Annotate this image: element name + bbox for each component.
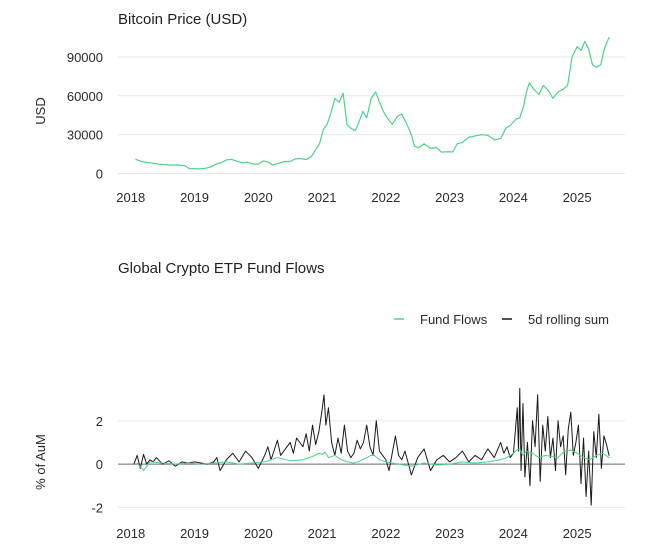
flow-series-group	[133, 387, 610, 506]
price-x-tick-label: 2018	[116, 190, 145, 205]
flow-x-tick-label: 2024	[499, 526, 528, 541]
price-x-tick-label: 2022	[371, 190, 400, 205]
flow-x-tick-label: 2019	[180, 526, 209, 541]
price-series-group	[135, 36, 610, 170]
price-chart-title: Bitcoin Price (USD)	[118, 11, 247, 28]
flow-chart-panel: Global Crypto ETP Fund Flows Fund Flows …	[33, 260, 625, 541]
5d-rolling-sum-series-line	[133, 387, 610, 506]
price-y-tick-label: 30000	[67, 128, 103, 143]
price-y-tick-label: 0	[96, 167, 103, 182]
price-x-tick-label: 2020	[244, 190, 273, 205]
flow-x-tick-label: 2022	[371, 526, 400, 541]
price-chart-panel: Bitcoin Price (USD) USD 0 30000 60000 90000…	[33, 11, 625, 205]
legend-label-5d-rolling-sum: 5d rolling sum	[528, 312, 609, 327]
flow-y-axis-label: % of AuM	[33, 434, 48, 490]
flow-y-ticks: -2 0 2	[91, 414, 103, 516]
fund-flows-series-line	[136, 448, 610, 472]
flow-x-tick-label: 2021	[308, 526, 337, 541]
flow-x-tick-label: 2023	[435, 526, 464, 541]
flow-x-tick-label: 2025	[563, 526, 592, 541]
flow-chart-title: Global Crypto ETP Fund Flows	[118, 260, 324, 277]
legend-label-fund-flows: Fund Flows	[420, 312, 488, 327]
flow-x-tick-label: 2020	[244, 526, 273, 541]
flow-legend: Fund Flows 5d rolling sum	[394, 312, 609, 327]
price-x-tick-label: 2024	[499, 190, 528, 205]
flow-y-tick-label: 2	[96, 414, 103, 429]
price-x-tick-label: 2021	[308, 190, 337, 205]
price-x-tick-label: 2023	[435, 190, 464, 205]
flow-x-tick-label: 2018	[116, 526, 145, 541]
price-y-tick-label: 60000	[67, 89, 103, 104]
flow-x-ticks: 2018 2019 2020 2021 2022 2023 2024 2025	[116, 526, 591, 541]
price-gridlines	[118, 56, 625, 175]
price-y-axis-label: USD	[33, 97, 48, 124]
flow-y-tick-label: 0	[96, 457, 103, 472]
price-x-ticks: 2018 2019 2020 2021 2022 2023 2024 2025	[116, 190, 591, 205]
price-y-tick-label: 90000	[67, 50, 103, 65]
flow-y-tick-label: -2	[91, 500, 103, 515]
bitcoin-price-series-line	[135, 36, 610, 170]
price-x-tick-label: 2019	[180, 190, 209, 205]
price-y-ticks: 0 30000 60000 90000	[67, 50, 103, 182]
price-x-tick-label: 2025	[563, 190, 592, 205]
